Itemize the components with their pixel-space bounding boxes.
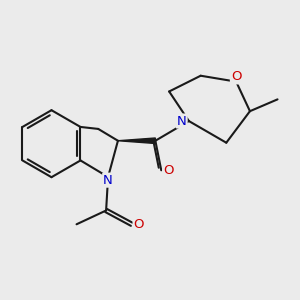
Text: O: O (163, 164, 174, 177)
Text: O: O (134, 218, 144, 231)
Text: N: N (177, 115, 187, 128)
Text: N: N (103, 174, 113, 187)
Text: O: O (231, 70, 242, 83)
Polygon shape (118, 138, 155, 143)
